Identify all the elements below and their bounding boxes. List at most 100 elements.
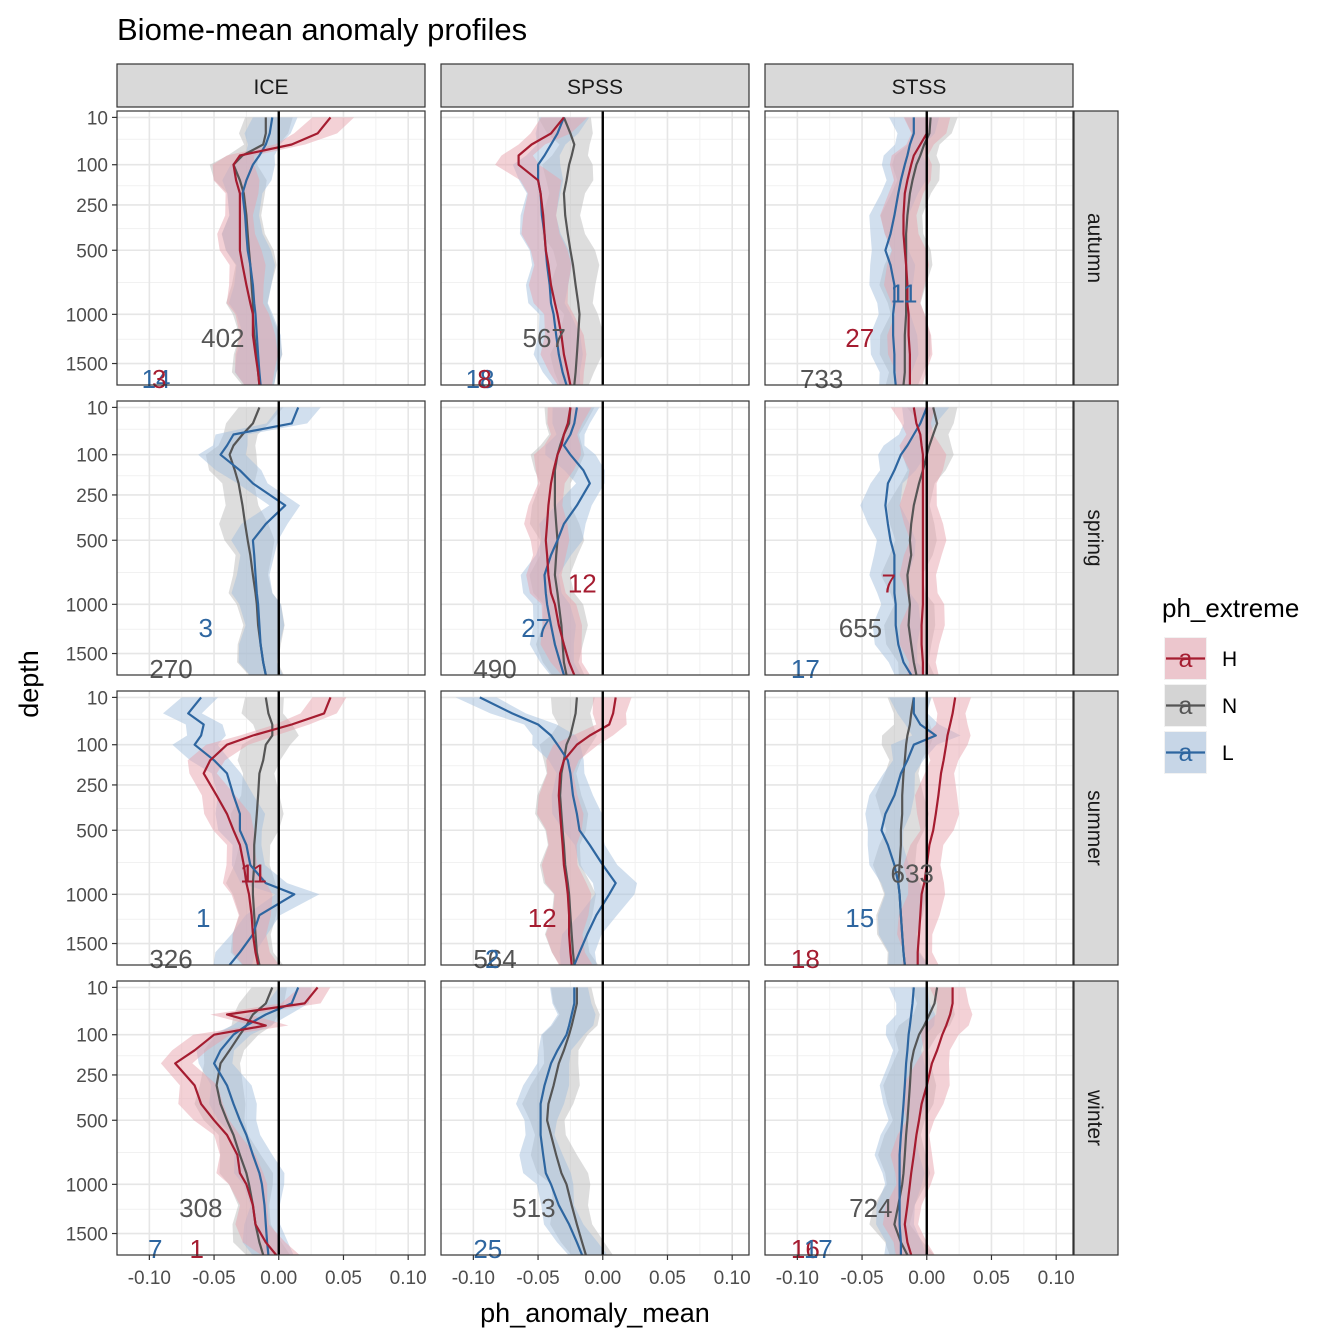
panel-data xyxy=(160,986,331,1255)
x-tick-label: -0.05 xyxy=(840,1268,883,1289)
ribbon-H xyxy=(537,697,632,965)
y-tick-label: 500 xyxy=(76,241,108,262)
count-label: 633 xyxy=(891,859,934,889)
series-line-L xyxy=(187,696,296,965)
series-line-H xyxy=(544,407,576,675)
series-line-L xyxy=(539,987,584,1255)
x-tick-label: -0.05 xyxy=(192,1268,235,1289)
series-line-L xyxy=(241,117,274,385)
count-label: 724 xyxy=(849,1193,892,1223)
ribbon-L xyxy=(860,407,950,675)
ribbon-L xyxy=(516,987,608,1255)
x-tick-label: -0.10 xyxy=(776,1268,819,1289)
series-line-H xyxy=(202,696,332,965)
count-label: 25 xyxy=(473,1234,502,1264)
panel-border xyxy=(440,690,750,966)
ribbon-H xyxy=(890,407,947,675)
count-label: 3 xyxy=(152,364,166,394)
panel-border xyxy=(116,980,426,1256)
panel: 567 188 xyxy=(440,110,750,394)
ribbon-L xyxy=(196,987,312,1255)
series-line-L xyxy=(219,406,300,675)
row-strip xyxy=(1073,690,1119,966)
panel-data xyxy=(198,406,321,675)
series-line-N xyxy=(906,407,939,675)
x-tick-label: -0.10 xyxy=(452,1268,495,1289)
count-label: 18 xyxy=(466,364,495,394)
series-line-N xyxy=(545,987,587,1255)
panel: 308 7 1 xyxy=(116,980,426,1264)
y-tick-label: 500 xyxy=(76,821,108,842)
column-strip xyxy=(764,63,1074,108)
count-label: 402 xyxy=(201,323,244,353)
panel-data xyxy=(865,697,972,965)
ribbon-H xyxy=(495,117,588,385)
count-label: 655 xyxy=(839,613,882,643)
y-tick-label: 1000 xyxy=(66,305,108,326)
panel: 27 11 733 xyxy=(764,110,1074,394)
y-tick-label: 250 xyxy=(76,486,108,507)
y-tick-label: 10 xyxy=(87,688,108,709)
y-tick-label: 500 xyxy=(76,1111,108,1132)
count-label: 12 xyxy=(528,903,557,933)
y-tick-label: 1000 xyxy=(66,595,108,616)
y-tick-label: 100 xyxy=(76,736,108,757)
ribbon-H xyxy=(160,987,331,1255)
legend-entry-label: N xyxy=(1222,695,1237,718)
count-label: 2 xyxy=(485,944,499,974)
series-line-L xyxy=(543,407,591,675)
panel: 7 655 17 xyxy=(764,400,1074,684)
y-tick-label: 1500 xyxy=(66,1225,108,1246)
count-label: 7 xyxy=(148,1234,162,1264)
y-tick-label: 500 xyxy=(76,531,108,552)
series-line-L xyxy=(213,986,300,1255)
count-label: 17 xyxy=(804,1234,833,1264)
panel-data xyxy=(163,696,347,965)
y-tick-label: 1500 xyxy=(66,645,108,666)
count-label: 490 xyxy=(473,654,516,684)
x-tick-label: 0.00 xyxy=(584,1268,621,1289)
ribbon-L xyxy=(455,697,637,965)
series-line-H xyxy=(916,697,957,965)
count-label: 308 xyxy=(179,1193,222,1223)
panel-data xyxy=(860,406,958,675)
count-label: 16 xyxy=(791,1234,820,1264)
legend: ph_extreme a Ha Na L xyxy=(1162,593,1299,774)
panel: 513 25 xyxy=(440,980,750,1264)
series-line-H xyxy=(232,116,332,385)
y-tick-label: 250 xyxy=(76,1066,108,1087)
panel-data xyxy=(495,116,604,385)
row-strip xyxy=(1073,980,1119,1256)
column-strip xyxy=(116,63,426,108)
panel-border xyxy=(116,690,426,966)
legend-entry-label: H xyxy=(1222,648,1237,671)
chart-title: Biome-mean anomaly profiles xyxy=(117,12,527,47)
x-axis-label: ph_anomaly_mean xyxy=(480,1298,710,1328)
column-strip-label: STSS xyxy=(892,76,947,99)
count-label: 564 xyxy=(473,944,516,974)
x-tick-label: 0.00 xyxy=(908,1268,945,1289)
legend-title: ph_extreme xyxy=(1162,593,1299,623)
count-label: 1 xyxy=(189,1234,203,1264)
panel-border xyxy=(764,400,1074,676)
count-label: 27 xyxy=(845,323,874,353)
x-tick-label: -0.10 xyxy=(128,1268,171,1289)
panel-data xyxy=(455,696,637,965)
y-tick-label: 100 xyxy=(76,1026,108,1047)
series-line-H xyxy=(517,116,572,385)
column-strip xyxy=(440,63,750,108)
series-line-N xyxy=(893,987,939,1255)
y-axis-label: depth xyxy=(14,650,44,718)
series-line-H xyxy=(912,407,925,675)
row-strip xyxy=(1073,400,1119,676)
x-tick-label: 0.05 xyxy=(325,1268,362,1289)
panel: 402 143 xyxy=(116,110,426,394)
y-tick-label: 1500 xyxy=(66,355,108,376)
count-label: 18 xyxy=(791,944,820,974)
panel-border xyxy=(116,110,426,386)
row-strip-label: summer xyxy=(1083,790,1106,866)
